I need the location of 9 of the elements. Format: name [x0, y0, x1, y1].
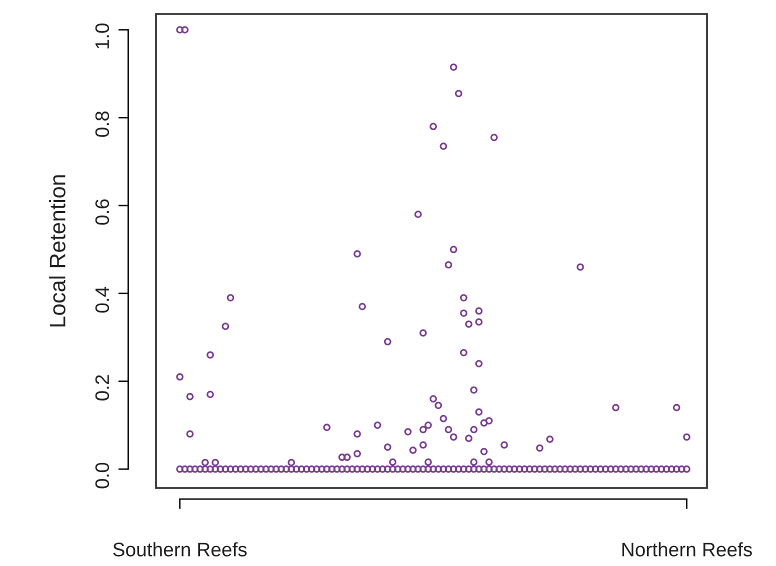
x-tick-label: Northern Reefs: [622, 542, 752, 556]
y-tick-label: 0.6: [95, 199, 110, 225]
y-tick-label: 0.2: [95, 375, 110, 400]
x-tick-label: Southern Reefs: [113, 542, 247, 556]
y-tick-label: 1.0: [95, 24, 110, 48]
y-tick-label: 0.8: [95, 111, 110, 137]
y-tick-label: 0.4: [95, 286, 110, 313]
y-tick-label: 0.0: [95, 462, 110, 488]
y-axis-title: Local Retention: [49, 175, 66, 326]
